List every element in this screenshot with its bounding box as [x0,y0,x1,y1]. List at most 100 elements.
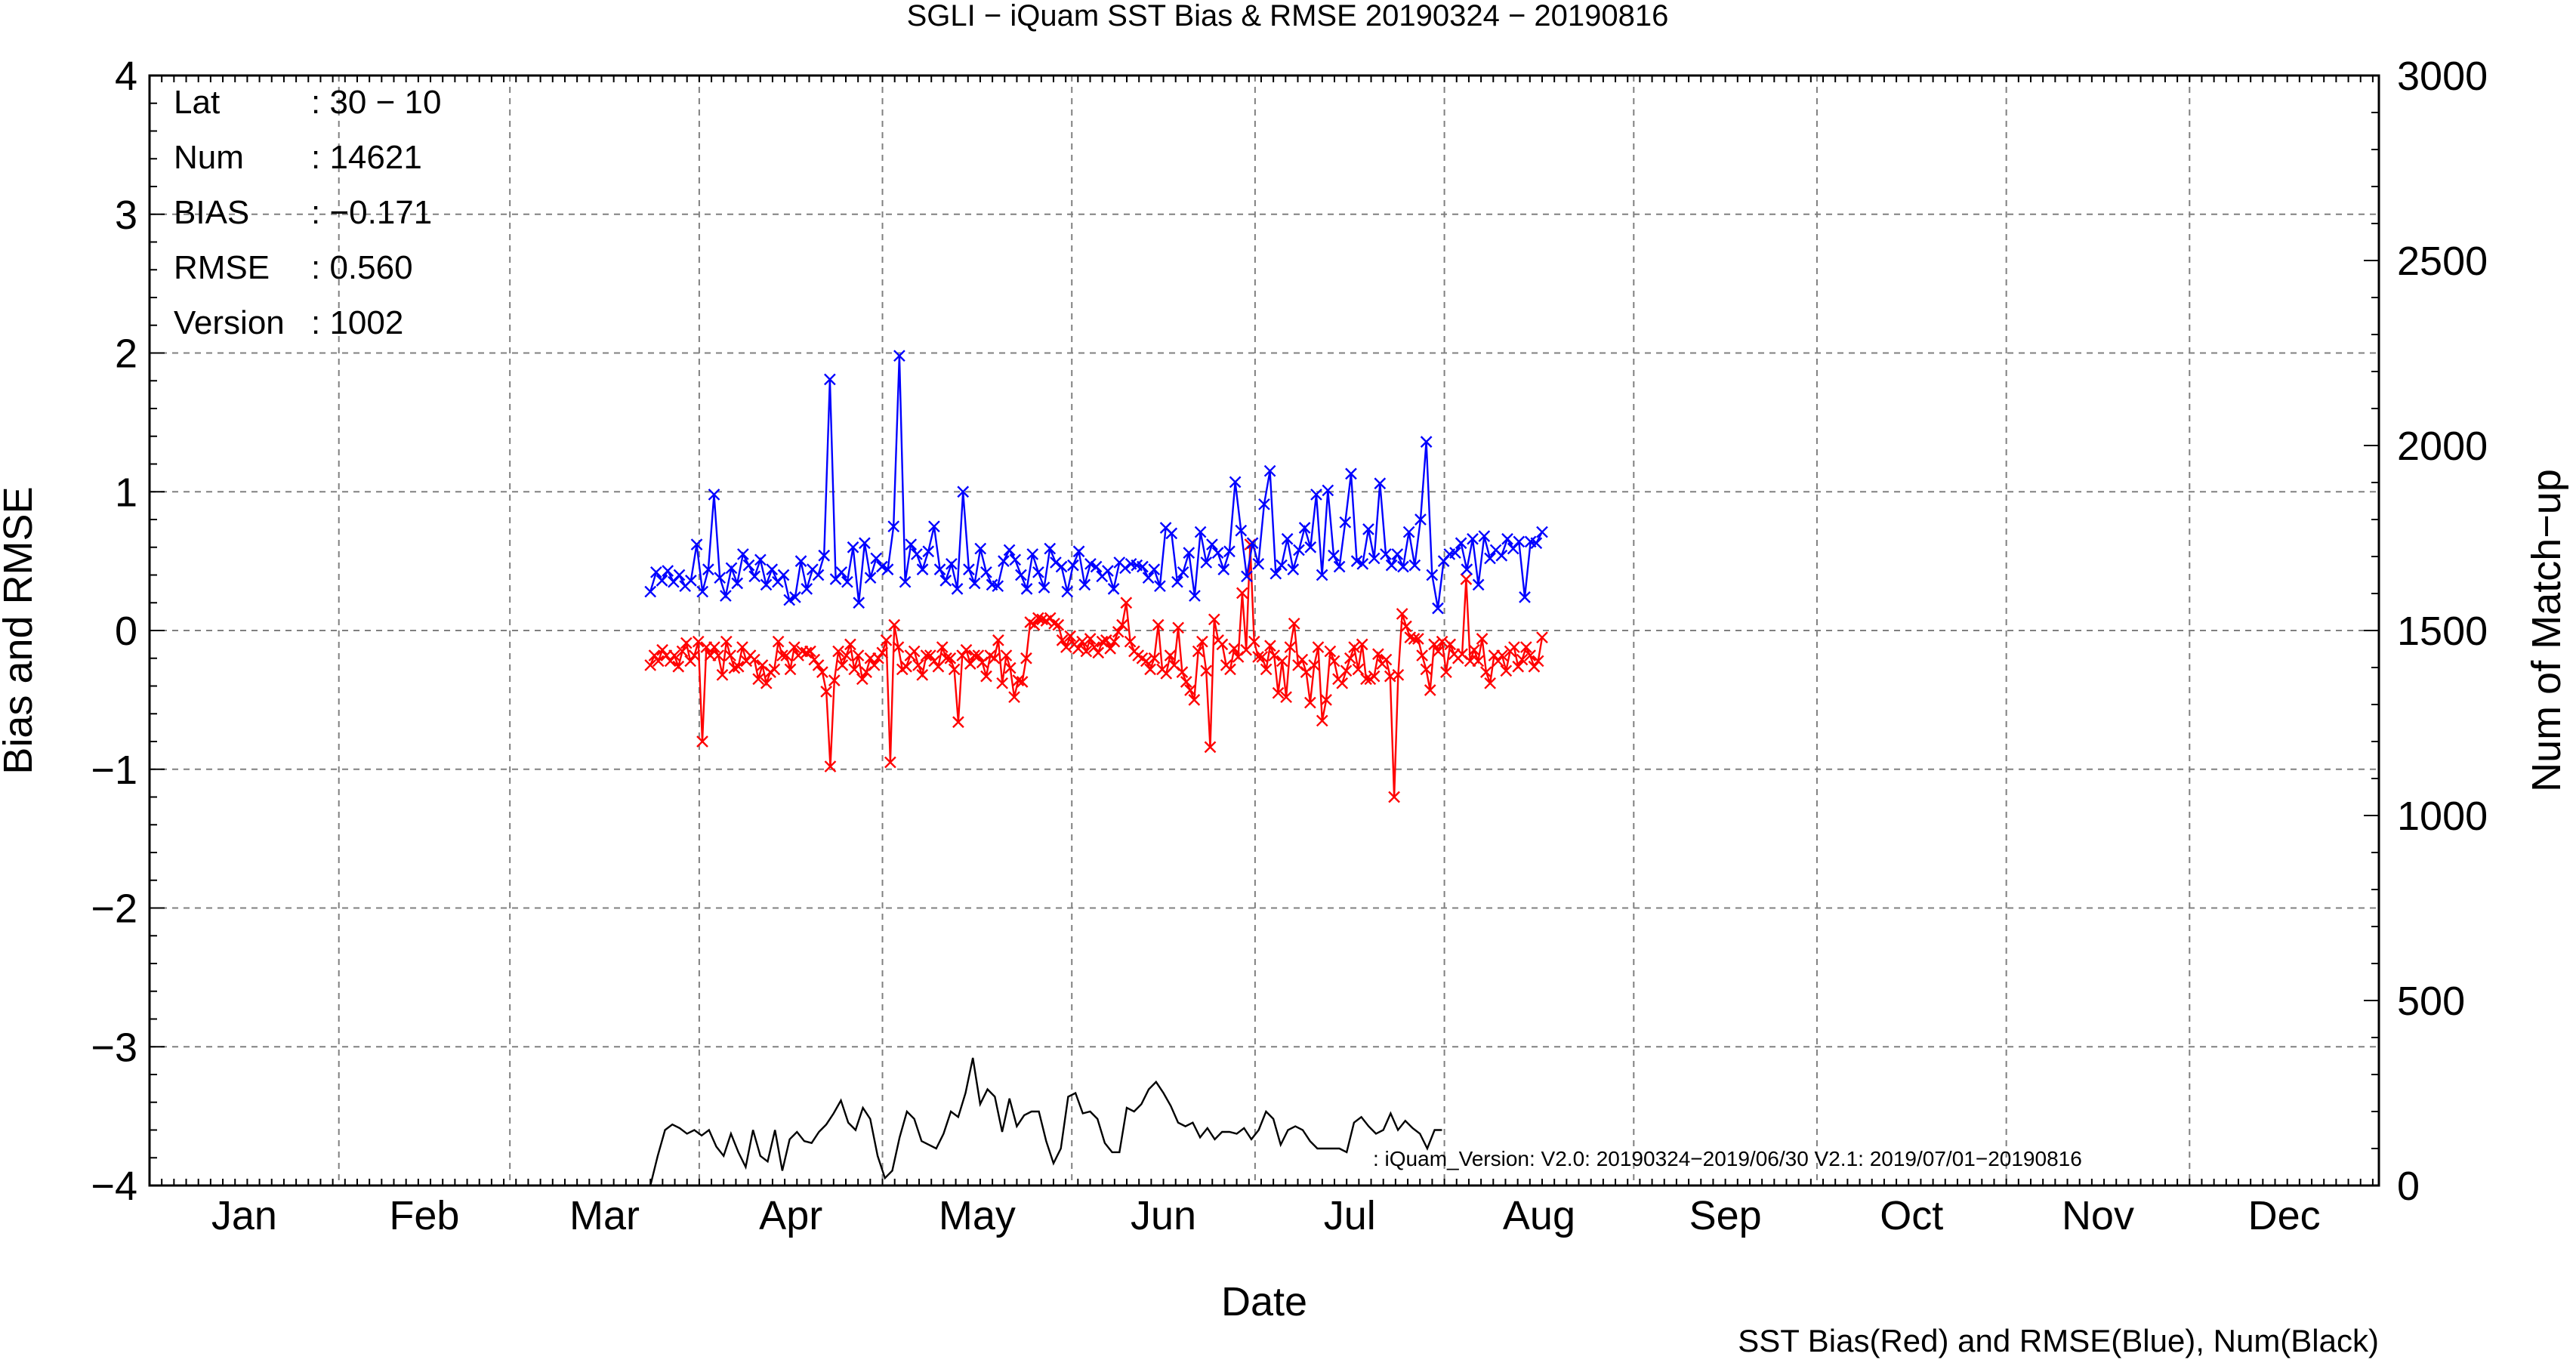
bias-point [752,673,765,686]
rmse-point [1391,548,1404,560]
bias-point [1536,631,1548,644]
bias-point [1320,694,1332,706]
x-tick-label: Sep [1689,1193,1762,1238]
rmse-point [754,553,767,566]
bias-point [1004,661,1017,674]
bias-point [776,649,788,661]
rmse-point [841,575,853,588]
rmse-point [1298,522,1311,534]
rmse-point [702,563,714,575]
bias-point [720,635,733,648]
bias-point [952,716,964,729]
rmse-point [1200,557,1213,569]
rmse-point [1171,575,1183,588]
y2-tick-label: 1000 [2397,794,2488,839]
bias-point [1340,664,1353,677]
rmse-point [1044,542,1057,555]
bias-point [1436,635,1448,648]
stat-key: Num [174,139,244,176]
bias-point [1460,573,1473,585]
rmse-point [847,541,859,553]
stat-value: : −0.171 [311,194,432,231]
bias-point [1020,652,1032,664]
bias-point [1480,666,1492,678]
rmse-point [1223,545,1236,558]
bias-point [828,674,841,686]
bias-point [1256,651,1269,663]
x-tick-label: Aug [1503,1193,1575,1238]
bias-point [920,649,933,661]
rmse-point [1449,547,1461,559]
rmse-point [1246,537,1259,550]
bias-point [1224,663,1236,676]
rmse-point [714,572,727,584]
bias-point [1252,651,1264,663]
bias-point [892,641,905,653]
bias-point [1180,676,1192,688]
rmse-point [812,569,825,581]
bias-point [1308,659,1321,671]
rmse-point [881,563,894,575]
legend-footer: SST Bias(Red) and RMSE(Blue), Num(Black) [1738,1323,2379,1358]
rmse-point [835,566,848,578]
bias-point [812,659,825,671]
bias-point [1056,634,1069,646]
y-tick-label: −2 [91,886,137,932]
rmse-point [864,572,877,584]
rmse-point [1206,538,1218,550]
rmse-point [1263,464,1276,477]
bias-point [1528,660,1541,673]
rmse-point [789,591,801,603]
bias-point [1076,635,1088,648]
rmse-point [801,583,813,595]
rmse-point [1513,535,1526,548]
y-tick-label: 3 [115,193,137,238]
rmse-point [1484,552,1496,565]
bias-point [1344,652,1356,664]
bias-point [732,660,745,673]
rmse-point [1461,563,1473,575]
bias-line [649,544,1544,797]
bias-point [872,652,884,664]
y-axis-label: Bias and RMSE [0,486,41,774]
rmse-point [748,570,761,583]
bias-point [1272,686,1285,699]
bias-point [1324,645,1337,658]
bias-point [1116,618,1128,631]
rmse-point [1067,559,1079,572]
bias-point [676,645,689,658]
x-axis-label: Date [1221,1279,1307,1324]
rmse-point [1090,560,1103,573]
rmse-point [1084,557,1097,570]
y2-tick-label: 1500 [2397,609,2488,654]
bias-point [1176,666,1189,678]
rmse-point [1380,548,1392,560]
bias-point [1276,655,1288,668]
bias-point [960,643,973,656]
x-tick-label: Mar [569,1193,640,1238]
rmse-point [1032,566,1044,578]
rmse-point [1501,532,1513,545]
rmse-point [957,486,970,498]
rmse-point [1397,560,1409,573]
rmse-point [731,577,744,590]
bias-point [1472,655,1485,668]
bias-point [820,686,833,698]
rmse-point [1217,563,1230,575]
bias-point [1380,653,1393,666]
bias-point [1228,643,1241,655]
rmse-point [1420,436,1433,448]
bias-point [1420,663,1433,676]
bias-point [880,634,893,646]
y-tick-label: 0 [115,609,137,654]
bias-point [1000,649,1013,661]
bias-point [1328,655,1340,668]
bias-point [1088,641,1100,653]
rmse-point [1119,562,1131,575]
bias-point [664,655,677,668]
rmse-point [1107,583,1120,595]
bias-point [748,653,760,666]
bias-point [832,645,844,658]
rmse-point [1072,545,1085,558]
